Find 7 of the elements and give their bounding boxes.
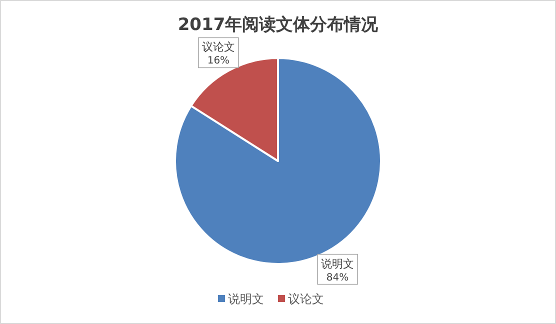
legend-label: 议论文 [288,292,324,306]
chart-title: 2017年阅读文体分布情况 [178,15,380,35]
data-label: 84% [326,272,349,284]
slice-label: 议论文 [202,40,235,54]
slice-label: 说明文 [321,257,354,270]
legend-label: 说明文 [228,292,264,306]
data-label: 16% [207,56,230,67]
